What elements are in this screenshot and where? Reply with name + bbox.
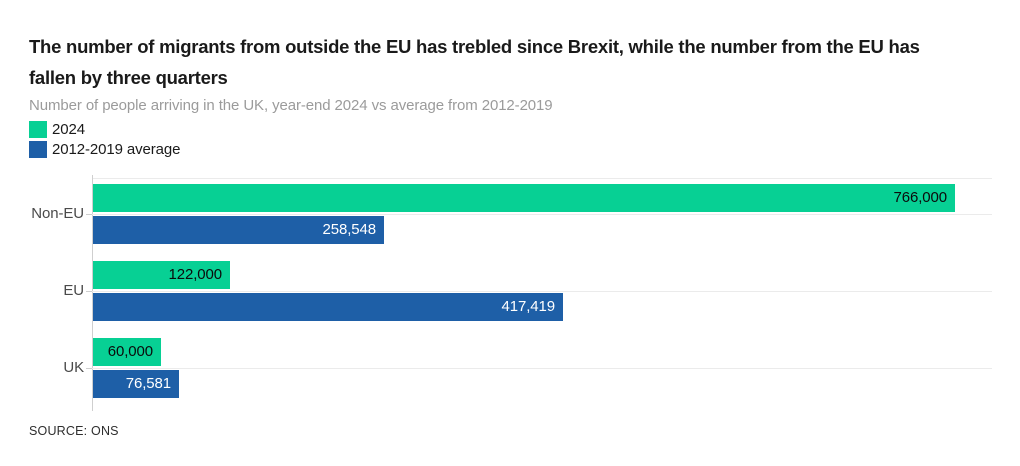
legend-item: 2024: [29, 121, 180, 138]
axis-tick: [86, 214, 92, 215]
chart-plot-area: Non-EU 766,000 258,548 EU 122,000 417,419 UK 60…: [31, 175, 992, 411]
bar-value-label: 766,000: [893, 189, 947, 206]
category-label-eu: EU: [63, 282, 84, 299]
gridline: [92, 368, 992, 369]
gridline: [92, 291, 992, 292]
bar-2012-2019-average-non-eu: 258,548: [93, 216, 384, 244]
legend: 2024 2012-2019 average: [29, 121, 181, 161]
category-label-non-eu: Non-EU: [31, 205, 84, 222]
chart-subtitle: Number of people arriving in the UK, yea…: [29, 97, 553, 114]
axis-tick: [86, 368, 92, 369]
bar-value-label: 60,000: [107, 343, 153, 360]
legend-item: 2012-2019 average: [29, 141, 181, 158]
chart-title-line-2: fallen by three quarters: [29, 67, 228, 88]
chart-title: The number of migrants from outside the …: [29, 31, 920, 93]
gridline-top: [92, 178, 992, 179]
bar-2012-2019-average-eu: 417,419: [93, 293, 563, 321]
legend-swatch: [29, 141, 47, 158]
y-axis-line: [92, 175, 93, 411]
bar-value-label: 417,419: [501, 298, 555, 315]
bar-2024-non-eu: 766,000: [93, 184, 955, 212]
legend-label: 2012-2019 average: [52, 141, 181, 158]
legend-label: 2024: [52, 121, 85, 138]
bar-value-label: 122,000: [168, 266, 222, 283]
bar-value-label: 76,581: [125, 375, 171, 392]
gridline: [92, 214, 992, 215]
bar-2012-2019-average-uk: 76,581: [93, 370, 179, 398]
chart-title-line-1: The number of migrants from outside the …: [29, 36, 920, 57]
legend-swatch: [29, 121, 47, 138]
bar-2024-uk: 60,000: [93, 338, 161, 366]
source-note: SOURCE: ONS: [29, 424, 119, 438]
axis-tick: [86, 291, 92, 292]
bar-2024-eu: 122,000: [93, 261, 230, 289]
bar-value-label: 258,548: [322, 221, 376, 238]
category-label-uk: UK: [63, 359, 84, 376]
